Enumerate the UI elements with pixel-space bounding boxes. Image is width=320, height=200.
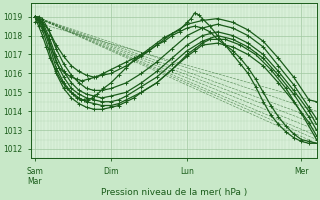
X-axis label: Pression niveau de la mer( hPa ): Pression niveau de la mer( hPa ): [101, 188, 247, 197]
